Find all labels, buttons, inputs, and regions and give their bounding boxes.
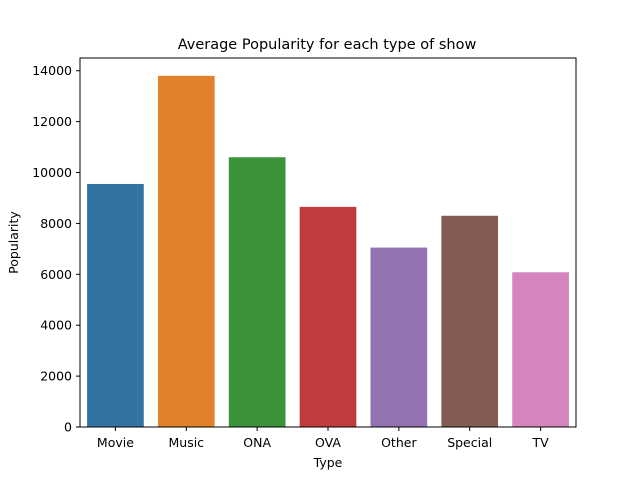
x-tick-label: Music <box>168 435 204 450</box>
x-tick-label: TV <box>531 435 549 450</box>
bar-ova <box>299 206 357 427</box>
y-tick-label: 4000 <box>40 318 72 333</box>
x-tick-label: OVA <box>315 435 341 450</box>
y-tick-label: 10000 <box>32 165 72 180</box>
chart-title: Average Popularity for each type of show <box>178 37 477 53</box>
bar-ona <box>228 157 286 427</box>
bar-movie <box>87 183 144 427</box>
y-tick-label: 14000 <box>32 63 72 78</box>
y-tick-label: 2000 <box>40 369 72 384</box>
bar-tv <box>512 272 569 427</box>
y-tick-label: 0 <box>64 420 72 435</box>
y-tick-label: 6000 <box>40 267 72 282</box>
bar-special <box>441 215 499 427</box>
x-axis-label: Type <box>313 455 343 470</box>
x-axis-ticks: Movie Music ONA OVA Other Special TV <box>97 427 549 450</box>
x-tick-label: Special <box>447 435 492 450</box>
bar-music <box>157 75 215 428</box>
y-tick-label: 12000 <box>32 114 72 129</box>
y-tick-label: 8000 <box>40 216 72 231</box>
x-tick-label: Movie <box>97 435 134 450</box>
x-tick-label: Other <box>381 435 417 450</box>
bar-other <box>370 247 428 427</box>
bars-group <box>87 75 569 428</box>
x-tick-label: ONA <box>243 435 271 450</box>
y-axis-ticks: 0 2000 4000 6000 8000 10000 12000 14000 <box>32 63 80 435</box>
y-axis-label: Popularity <box>6 211 21 274</box>
plot-frame <box>79 57 577 428</box>
